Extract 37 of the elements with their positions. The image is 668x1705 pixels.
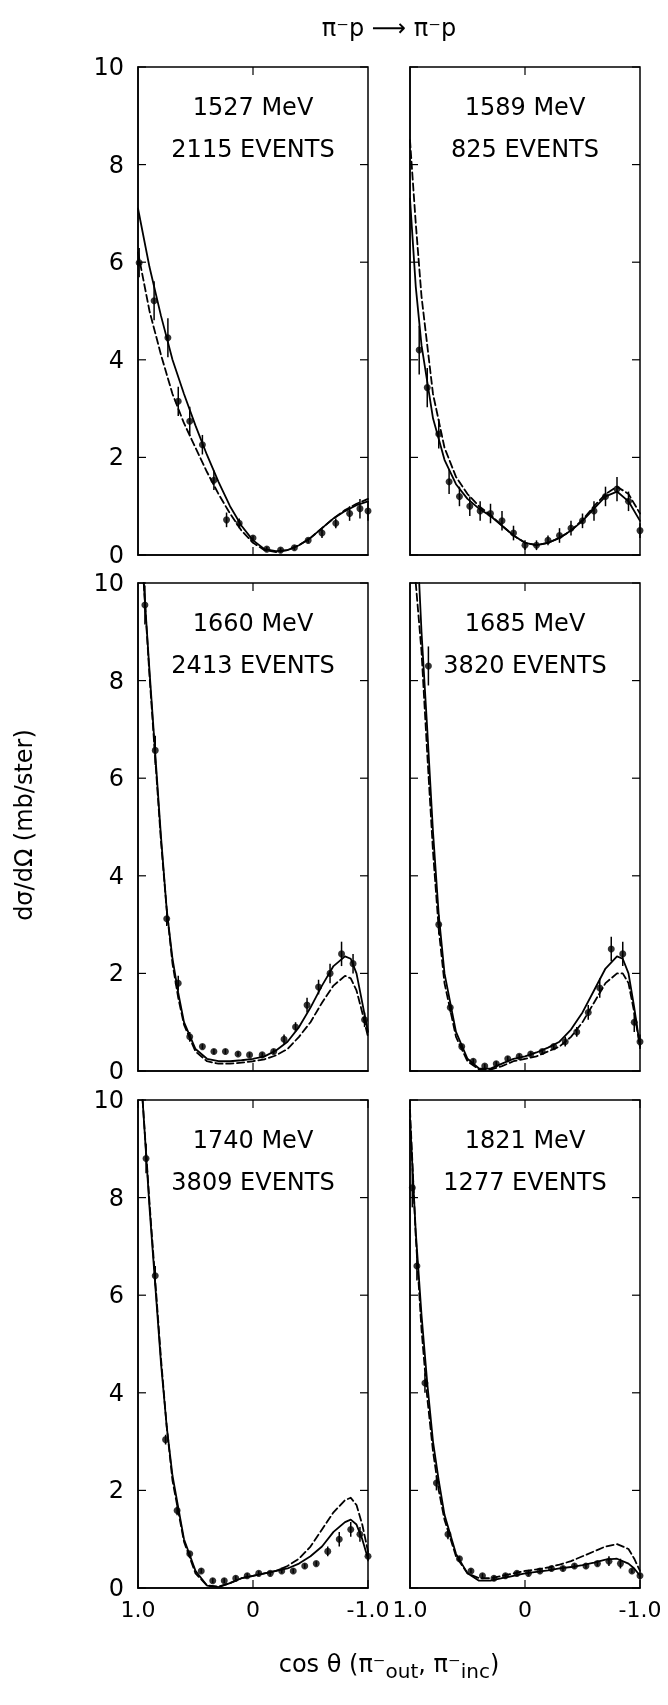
y-tick-label: 2 xyxy=(108,959,124,988)
x-tick-label: -1.0 xyxy=(346,1596,390,1622)
x-tick-label: 0 xyxy=(246,1596,260,1622)
y-tick-label: 8 xyxy=(108,666,124,695)
y-tick-label: 6 xyxy=(108,1281,124,1310)
annotation: 2115 EVENTS xyxy=(171,135,335,163)
y-tick-label: 8 xyxy=(108,150,124,179)
y-tick-label: 6 xyxy=(108,764,124,793)
y-tick-label: 4 xyxy=(108,345,124,374)
y-tick-label: 10 xyxy=(93,569,124,597)
annotation: 1277 EVENTS xyxy=(443,1168,607,1196)
annotation: 1685 MeV xyxy=(464,609,586,637)
x-tick-label: -1.0 xyxy=(618,1596,662,1622)
annotation: 1527 MeV xyxy=(192,93,314,121)
annotation: 1740 MeV xyxy=(192,1126,314,1154)
x-axis-title: cos θ (π⁻$_{out}$, π⁻$_{inc}$) xyxy=(277,1650,501,1683)
y-tick-label: 4 xyxy=(108,1378,124,1407)
y-tick-label: 10 xyxy=(93,1086,124,1114)
x-tick-label: 1.0 xyxy=(392,1596,428,1622)
annotation: 825 EVENTS xyxy=(450,135,600,163)
annotation: 1589 MeV xyxy=(464,93,586,121)
annotation: 1821 MeV xyxy=(464,1126,586,1154)
annotation: 1660 MeV xyxy=(192,609,314,637)
x-tick-label: 0 xyxy=(518,1596,532,1622)
chart-title: π⁻p ⟶ π⁻p xyxy=(320,14,458,42)
y-tick-label: 2 xyxy=(108,1476,124,1505)
y-tick-label: 0 xyxy=(108,541,124,569)
y-tick-label: 6 xyxy=(108,248,124,277)
annotation: 3820 EVENTS xyxy=(443,651,607,679)
annotation: 3809 EVENTS xyxy=(171,1168,335,1196)
y-tick-label: 0 xyxy=(108,1057,124,1085)
y-tick-label: 4 xyxy=(108,861,124,890)
annotation: 2413 EVENTS xyxy=(171,651,335,679)
y-tick-label: 10 xyxy=(93,53,124,81)
y-tick-label: 2 xyxy=(108,443,124,472)
y-axis-title: dσ/dΩ (mb/ster) xyxy=(9,728,39,923)
y-tick-label: 8 xyxy=(108,1183,124,1212)
